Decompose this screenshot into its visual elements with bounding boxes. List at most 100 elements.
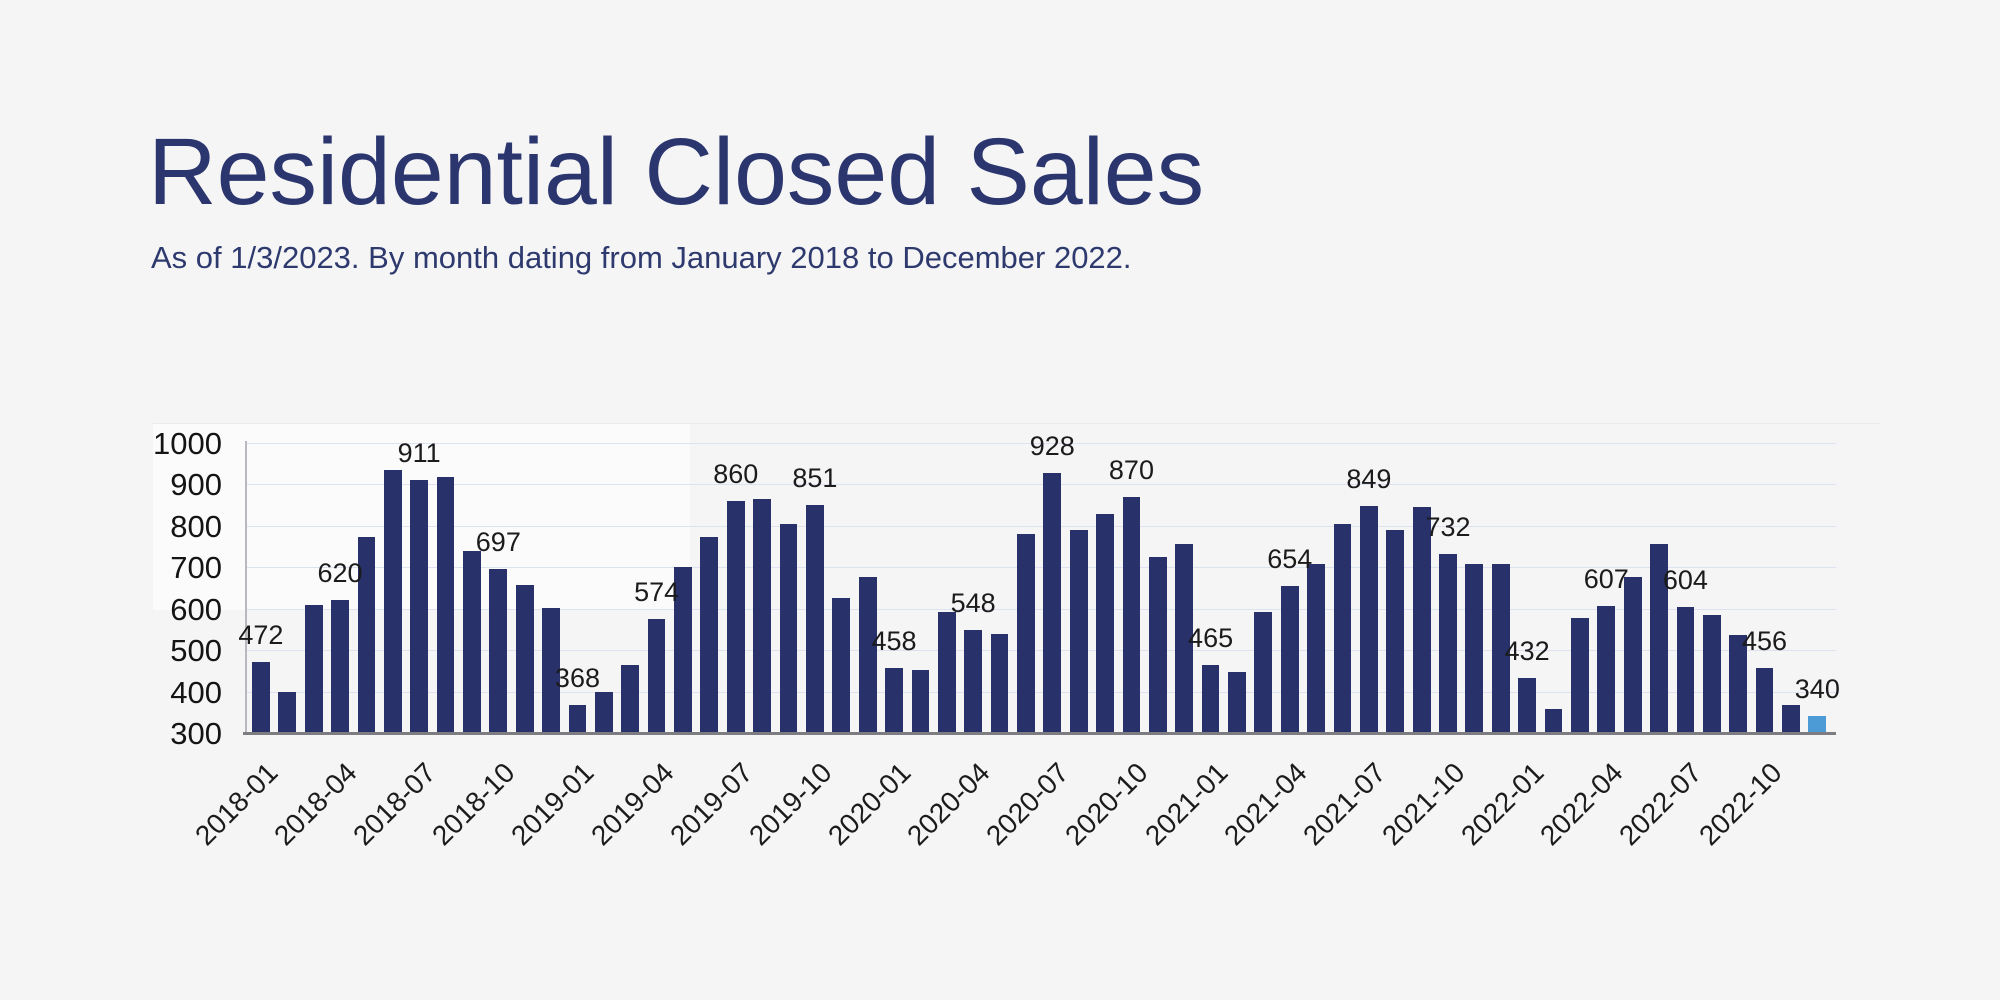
y-axis-tick-700: 700 [170, 550, 222, 586]
bar-value-label-2021-01: 465 [1188, 622, 1234, 653]
y-axis-tick-300: 300 [170, 716, 222, 751]
bar-2018-08[interactable] [436, 476, 455, 735]
bar-2020-06[interactable] [1017, 534, 1035, 735]
bar-2021-09[interactable] [1412, 506, 1431, 735]
bar-value-label-2021-10: 732 [1425, 512, 1471, 543]
x-axis-tick-2019-07: 2019-07 [663, 756, 759, 852]
bar-2021-02[interactable] [1228, 672, 1246, 735]
bar-2019-06[interactable] [700, 537, 719, 735]
bar-2020-10[interactable] [1122, 496, 1141, 735]
bar-2022-07[interactable] [1676, 607, 1695, 735]
bar-2020-01[interactable] [885, 667, 903, 735]
bar-2019-10[interactable] [805, 504, 824, 735]
bar-2019-02[interactable] [594, 691, 613, 735]
bar-value-label-2018-10: 697 [475, 526, 521, 557]
page-subtitle: As of 1/3/2023. By month dating from Jan… [151, 240, 1132, 275]
bar-2020-09[interactable] [1096, 513, 1114, 735]
bar-value-label-2018-07: 911 [397, 437, 441, 468]
bar-value-label-2019-07: 860 [713, 459, 759, 489]
bar-2021-03[interactable] [1254, 611, 1273, 735]
bar-2020-05[interactable] [990, 633, 1009, 735]
gridline-800 [246, 525, 1836, 527]
bar-value-label-2022-04: 607 [1583, 563, 1629, 594]
bar-2022-09[interactable] [1729, 634, 1748, 735]
bar-2019-12[interactable] [858, 577, 877, 735]
page-title: Residential Closed Sales [148, 119, 1205, 225]
y-axis-tick-800: 800 [170, 508, 222, 544]
bar-2019-04[interactable] [647, 619, 666, 735]
chart-panel-top-border [153, 423, 1880, 424]
bar-2020-11[interactable] [1148, 556, 1167, 735]
bar-2021-06[interactable] [1333, 523, 1352, 735]
bar-2019-05[interactable] [674, 567, 692, 735]
bar-2018-11[interactable] [515, 584, 534, 735]
bar-2022-08[interactable] [1702, 614, 1721, 735]
bar-2022-06[interactable] [1650, 544, 1668, 735]
x-axis-tick-2022-01: 2022-01 [1455, 756, 1550, 852]
y-axis-tick-1000: 1000 [153, 426, 222, 461]
bar-2022-12[interactable] [1808, 716, 1827, 735]
bar-2019-11[interactable] [832, 597, 851, 735]
bar-value-label-2022-10: 456 [1742, 626, 1788, 657]
bar-2018-12[interactable] [542, 607, 560, 735]
bar-2020-08[interactable] [1069, 530, 1088, 735]
bar-2022-01[interactable] [1518, 678, 1537, 735]
bar-2019-08[interactable] [753, 498, 772, 735]
x-axis-tick-2020-04: 2020-04 [901, 756, 996, 852]
bar-2020-07[interactable] [1043, 472, 1062, 735]
y-axis-tick-600: 600 [170, 591, 222, 627]
x-axis-tick-2018-04: 2018-04 [268, 756, 363, 852]
x-axis-tick-2018-01: 2018-01 [188, 756, 284, 852]
x-axis-tick-2019-01: 2019-01 [505, 756, 601, 852]
bar-value-label-2019-10: 851 [792, 462, 838, 493]
x-axis-tick-2019-10: 2019-10 [742, 756, 838, 852]
x-axis-tick-2021-01: 2021-01 [1138, 756, 1234, 852]
bar-2018-05[interactable] [357, 537, 376, 735]
gridline-400 [246, 691, 1836, 693]
x-axis-tick-2018-07: 2018-07 [347, 756, 442, 852]
bar-2018-09[interactable] [463, 550, 481, 735]
bar-2018-01[interactable] [252, 661, 270, 735]
x-axis-tick-2020-01: 2020-01 [822, 756, 917, 852]
bar-value-label-2018-01: 472 [238, 619, 284, 650]
bar-2022-05[interactable] [1623, 577, 1642, 735]
gridline-600 [246, 608, 1836, 610]
bar-2019-09[interactable] [779, 523, 798, 735]
bar-2021-01[interactable] [1201, 664, 1220, 735]
bar-2019-07[interactable] [726, 501, 745, 735]
bar-2018-03[interactable] [304, 604, 323, 735]
bar-2022-04[interactable] [1597, 605, 1616, 735]
bar-2021-12[interactable] [1491, 563, 1510, 735]
bar-2022-02[interactable] [1544, 708, 1563, 735]
bar-2021-11[interactable] [1465, 563, 1484, 735]
bar-2022-10[interactable] [1755, 668, 1774, 735]
bar-2018-10[interactable] [489, 568, 508, 735]
gridline-700 [246, 567, 1836, 569]
bar-2021-10[interactable] [1439, 554, 1457, 735]
bar-2018-07[interactable] [410, 479, 429, 735]
x-axis-tick-2021-10: 2021-10 [1376, 756, 1471, 852]
bar-2020-02[interactable] [911, 670, 930, 735]
bar-2018-04[interactable] [331, 600, 349, 735]
x-axis-tick-2022-10: 2022-10 [1692, 756, 1788, 852]
bar-2018-06[interactable] [383, 469, 402, 735]
bar-2021-04[interactable] [1280, 586, 1299, 735]
y-axis-tick-400: 400 [170, 674, 222, 710]
bar-2021-08[interactable] [1386, 530, 1405, 735]
bar-2021-07[interactable] [1359, 505, 1378, 735]
bar-2019-01[interactable] [568, 704, 587, 735]
bar-2021-05[interactable] [1307, 564, 1325, 735]
bar-2022-03[interactable] [1571, 618, 1589, 735]
bar-value-label-2020-07: 928 [1029, 430, 1075, 461]
bar-2019-03[interactable] [621, 665, 640, 735]
bar-2020-04[interactable] [964, 630, 983, 735]
bar-value-label-2018-04: 620 [317, 558, 363, 589]
bar-2018-02[interactable] [278, 691, 297, 735]
x-axis-baseline [243, 732, 1836, 735]
bar-2020-12[interactable] [1175, 543, 1194, 735]
bar-2022-11[interactable] [1782, 705, 1800, 735]
y-axis-tick-500: 500 [170, 633, 222, 669]
bar-2020-03[interactable] [937, 611, 956, 735]
bar-value-label-2019-01: 368 [554, 662, 600, 693]
